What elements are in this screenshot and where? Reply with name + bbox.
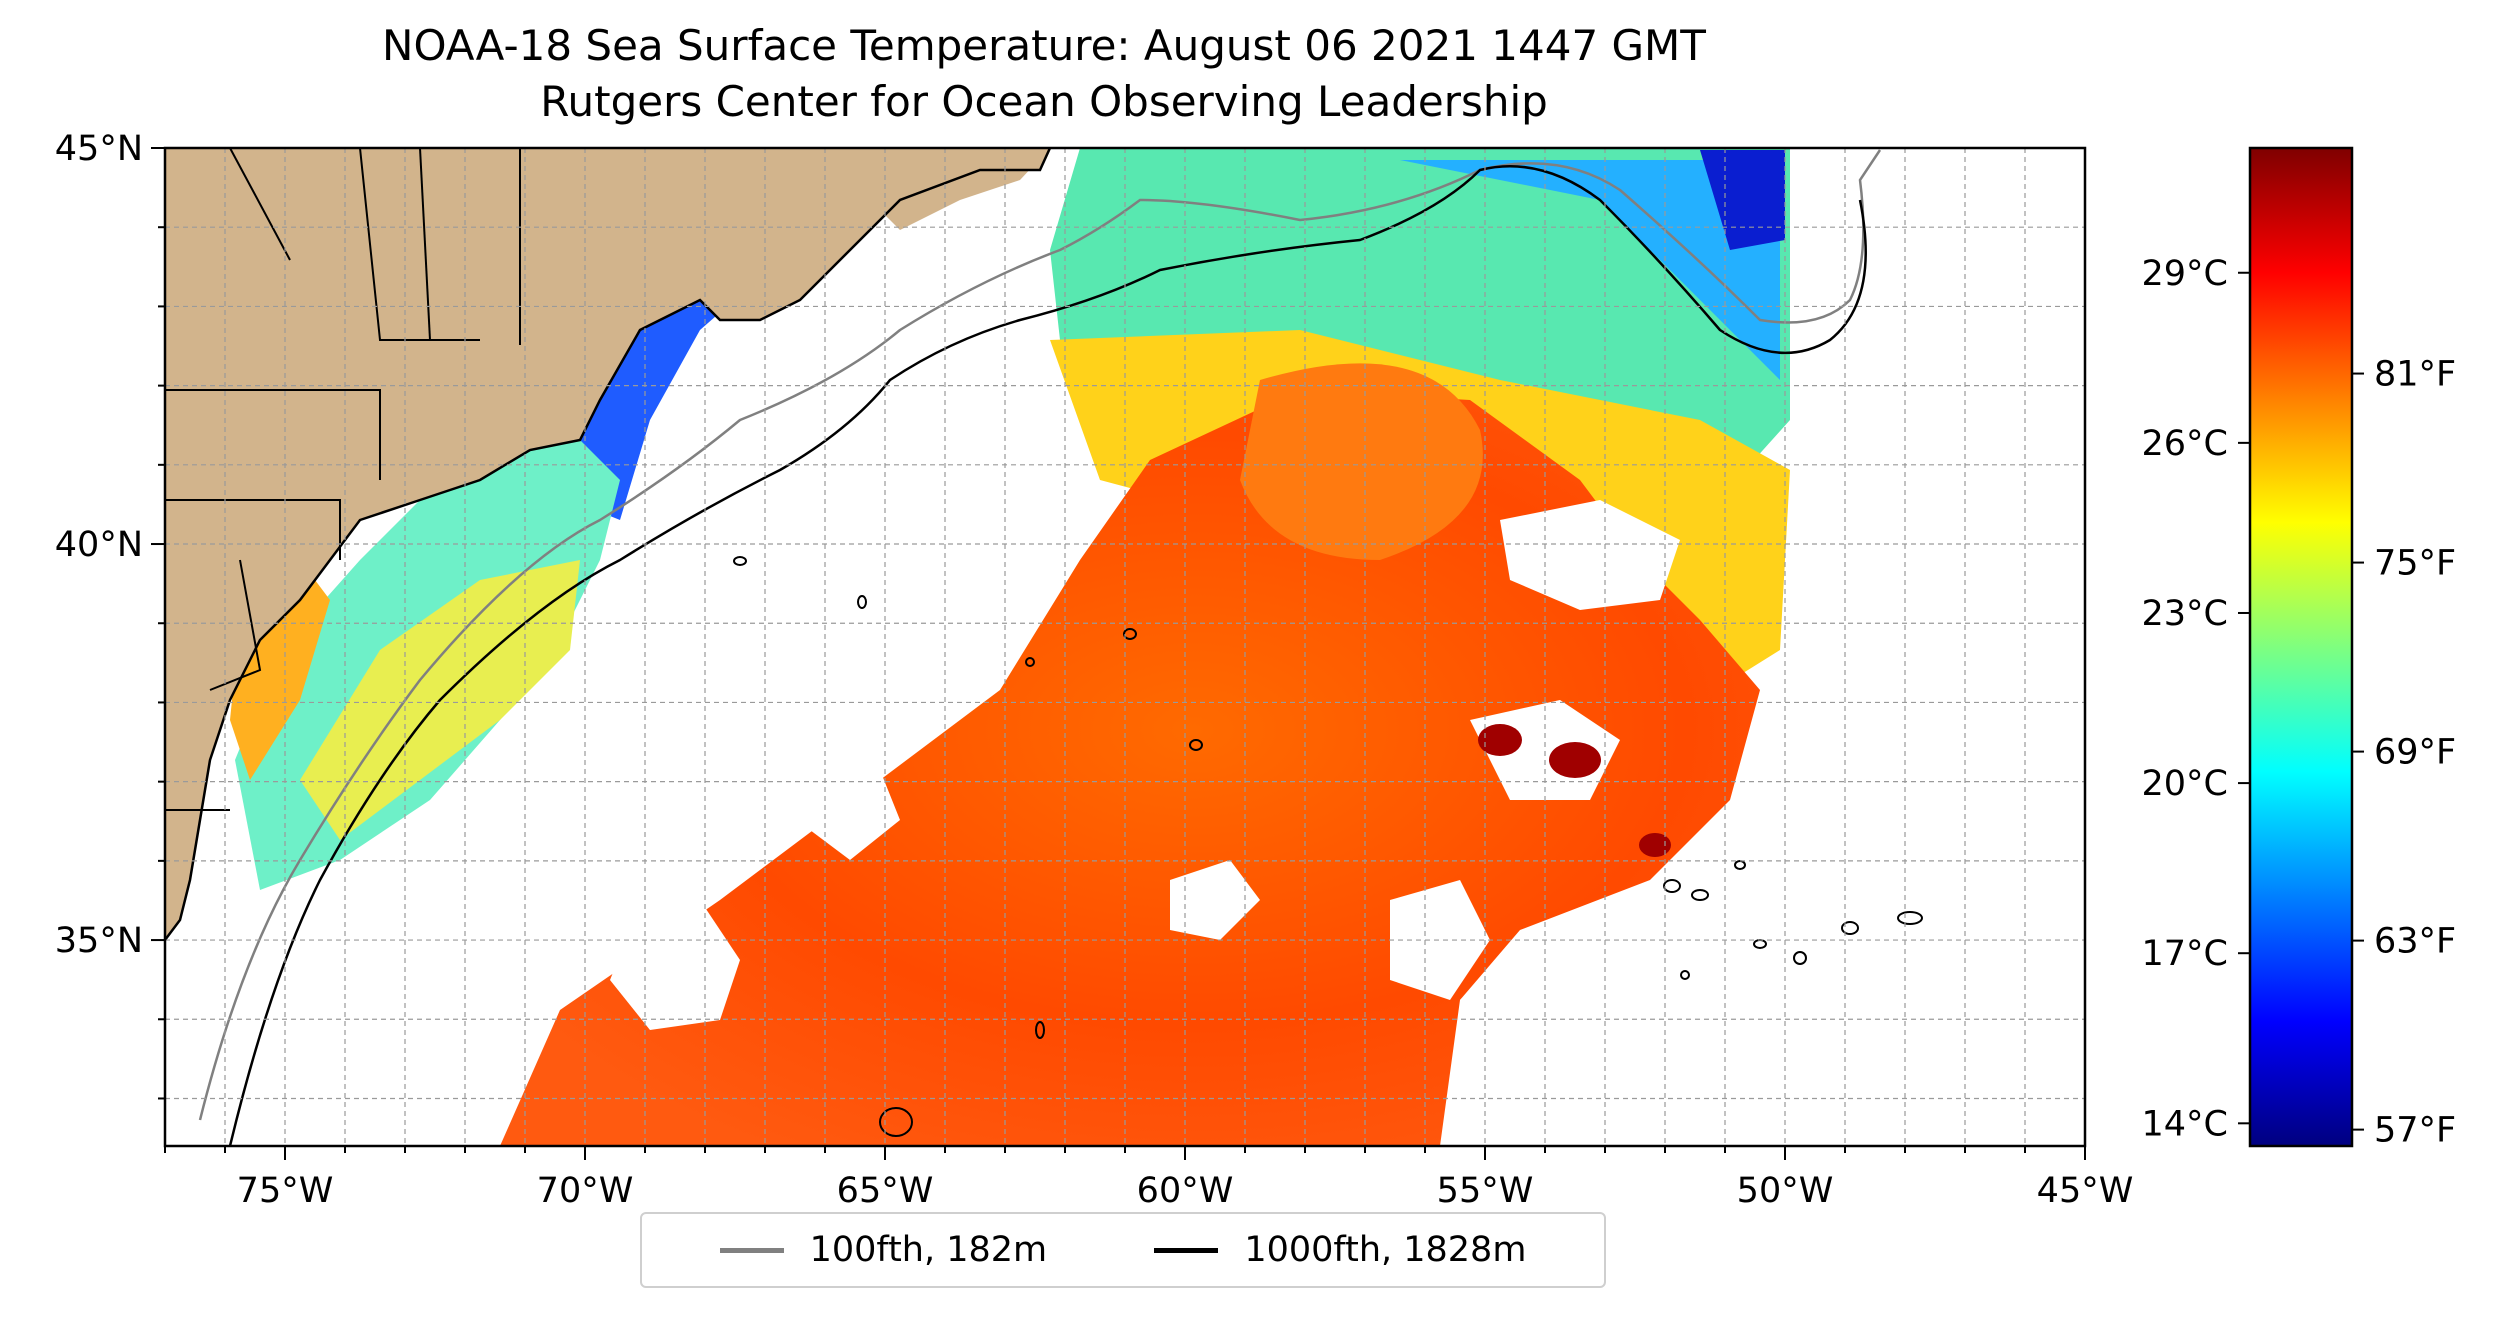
legend-entry-100fth: 100fth, 182m bbox=[719, 1230, 1048, 1270]
celsius-tick-label: 20°C bbox=[2142, 764, 2228, 804]
cloud-gap-southwest bbox=[165, 860, 560, 1146]
lat-lon-grid bbox=[164, 148, 2085, 1146]
sst-hot-spot-3 bbox=[1639, 833, 1671, 857]
colorbar-fahrenheit-axis: 81°F 75°F 69°F 63°F 57°F bbox=[2352, 355, 2456, 1151]
sst-warm-core-ring bbox=[1240, 363, 1483, 560]
fahrenheit-tick-label: 75°F bbox=[2374, 544, 2456, 584]
latitude-axis: 45°N 40°N 35°N bbox=[55, 129, 165, 1100]
land-nova-scotia bbox=[860, 148, 1050, 230]
legend-swatch-100fth bbox=[719, 1247, 784, 1253]
contour-1000fth bbox=[228, 165, 1867, 1146]
cloud-gap-3 bbox=[1170, 860, 1260, 940]
lon-tick-label: 75°W bbox=[237, 1171, 334, 1211]
fahrenheit-tick-label: 63°F bbox=[2374, 922, 2456, 962]
lon-tick-label: 55°W bbox=[1437, 1171, 1534, 1211]
lon-tick-label: 60°W bbox=[1137, 1171, 1234, 1211]
sst-hot-spot-2 bbox=[1549, 742, 1601, 778]
lon-tick-label: 65°W bbox=[837, 1171, 934, 1211]
celsius-tick-label: 29°C bbox=[2142, 254, 2228, 294]
colorbar bbox=[2248, 146, 2354, 1148]
state-borders bbox=[165, 148, 521, 811]
map-title: NOAA-18 Sea Surface Temperature: August … bbox=[382, 21, 1706, 70]
legend-entry-1000fth: 1000fth, 1828m bbox=[1154, 1230, 1526, 1270]
land-northeast-us bbox=[165, 148, 1050, 940]
fahrenheit-tick-label: 81°F bbox=[2374, 355, 2456, 395]
cloud-gap-7 bbox=[810, 770, 900, 860]
fahrenheit-tick-label: 57°F bbox=[2374, 1111, 2456, 1151]
lat-tick-label: 35°N bbox=[55, 921, 143, 961]
celsius-tick-label: 17°C bbox=[2142, 934, 2228, 974]
cloud-gap-6 bbox=[610, 900, 740, 1030]
legend-swatch-1000fth bbox=[1154, 1247, 1219, 1253]
fahrenheit-tick-label: 69°F bbox=[2374, 733, 2456, 773]
coastline bbox=[165, 148, 1052, 941]
seamount-outlines bbox=[733, 556, 1923, 1137]
sst-hot-spot-1 bbox=[1478, 724, 1522, 756]
lon-tick-label: 50°W bbox=[1737, 1171, 1834, 1211]
lat-tick-label: 45°N bbox=[55, 129, 143, 169]
contour-100fth bbox=[198, 149, 1882, 1121]
cloud-gap-4 bbox=[1390, 880, 1490, 1000]
celsius-tick-label: 14°C bbox=[2142, 1104, 2228, 1144]
lon-tick-label: 70°W bbox=[537, 1171, 634, 1211]
lon-tick-label: 45°W bbox=[2037, 1171, 2134, 1211]
cloud-gap-east bbox=[1460, 760, 2085, 1146]
legend-label-1000fth: 1000fth, 1828m bbox=[1244, 1230, 1527, 1270]
celsius-tick-label: 26°C bbox=[2142, 424, 2228, 464]
legend-label-100fth: 100fth, 182m bbox=[809, 1230, 1048, 1270]
celsius-tick-label: 23°C bbox=[2142, 594, 2228, 634]
map-subtitle: Rutgers Center for Ocean Observing Leade… bbox=[540, 77, 1548, 126]
lat-tick-label: 40°N bbox=[55, 525, 143, 565]
contour-legend: 100fth, 182m 1000fth, 1828m bbox=[640, 1212, 1606, 1288]
colorbar-celsius-axis: 29°C 26°C 23°C 20°C 17°C 14°C bbox=[2142, 254, 2250, 1144]
sst-labrador-cold bbox=[1700, 150, 1785, 250]
longitude-axis: 75°W 70°W 65°W 60°W 55°W 50°W 45°W bbox=[164, 1146, 2134, 1211]
cloud-gap-1 bbox=[640, 320, 850, 560]
